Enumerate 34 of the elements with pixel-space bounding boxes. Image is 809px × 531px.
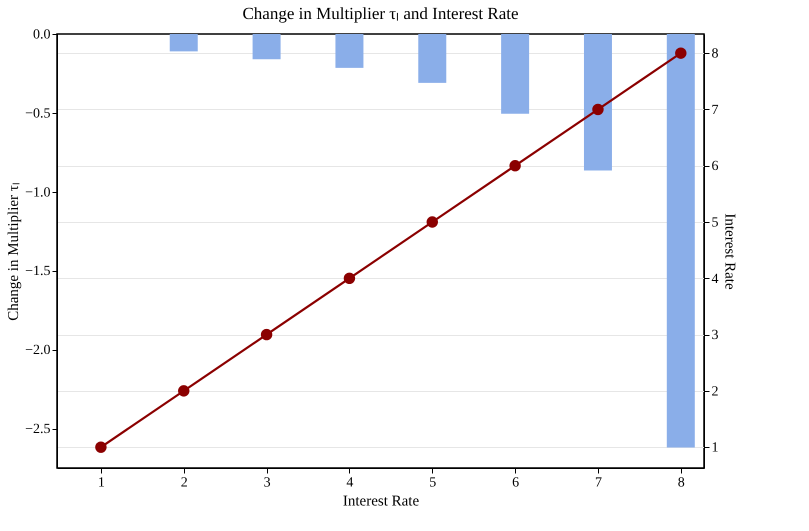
chart-title: Change in Multiplier τₗ and Interest Rate bbox=[242, 4, 519, 23]
point bbox=[260, 328, 272, 340]
x-tick-label: 5 bbox=[429, 476, 436, 490]
y2-tick-label: 8 bbox=[712, 46, 718, 62]
x-tick-label: 1 bbox=[98, 476, 105, 490]
y2-tick-label: 3 bbox=[712, 328, 718, 344]
x-tick-label: 4 bbox=[346, 476, 354, 490]
y2-tick-label: 2 bbox=[712, 384, 718, 400]
x-tick-label: 6 bbox=[512, 476, 520, 490]
x-tick-label: 3 bbox=[264, 476, 271, 490]
point bbox=[592, 104, 604, 116]
x-tick-label: 2 bbox=[180, 476, 188, 490]
point bbox=[675, 47, 687, 59]
x-axis-title: Interest Rate bbox=[342, 494, 420, 510]
y2-tick-label: 5 bbox=[712, 216, 718, 231]
x-tick-label: 7 bbox=[594, 476, 602, 490]
y-tick-label: −0.5 bbox=[25, 106, 50, 122]
y-tick-label: −2.0 bbox=[25, 343, 50, 358]
point bbox=[178, 385, 190, 397]
x-tick-label: 8 bbox=[678, 476, 685, 490]
y-tick-label: −1.5 bbox=[25, 264, 50, 280]
point bbox=[344, 272, 356, 284]
y2-axis-title: Interest Rate bbox=[722, 213, 738, 290]
y2-tick-label: 7 bbox=[712, 102, 718, 118]
y-axis-title: Change in Multiplier τₗ bbox=[6, 182, 22, 321]
y-tick-label: 0.0 bbox=[33, 28, 50, 42]
point bbox=[95, 441, 107, 453]
y-tick-label: −2.5 bbox=[25, 422, 50, 438]
y-tick-label: −1.0 bbox=[25, 185, 50, 200]
point bbox=[426, 216, 438, 228]
y2-tick-label: 6 bbox=[712, 159, 718, 174]
point bbox=[509, 160, 521, 172]
y2-tick-label: 4 bbox=[712, 272, 718, 287]
y2-tick-label: 1 bbox=[712, 440, 718, 456]
